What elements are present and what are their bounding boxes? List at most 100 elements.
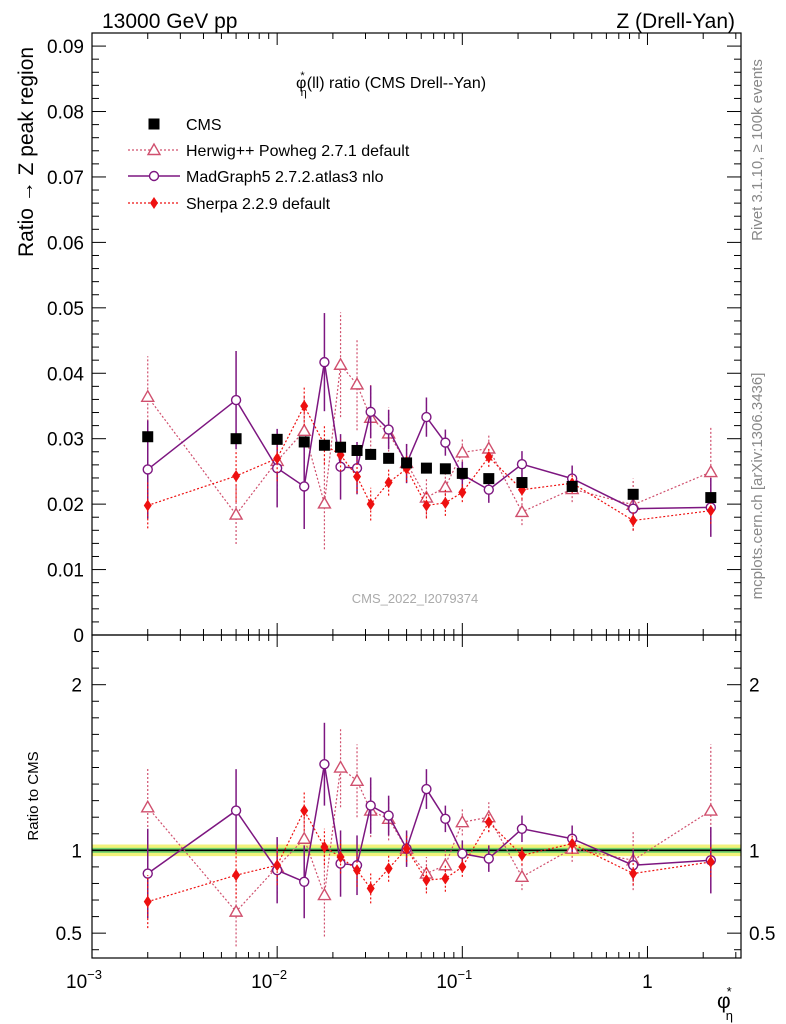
x-tick-label-exponent: −2 — [272, 967, 287, 982]
main-point-sherpa — [458, 486, 467, 499]
main-point-sherpa — [629, 514, 638, 527]
main-point-sherpa — [366, 498, 375, 511]
x-tick-label-base: 1 — [642, 972, 653, 993]
ratio-point-sherpa — [353, 864, 362, 877]
main-point-sherpa — [484, 451, 493, 464]
legend-marker-sherpa — [150, 197, 158, 209]
main-y-tick-label: 0.08 — [47, 103, 84, 124]
main-point-cms — [365, 448, 377, 460]
main-point-cms — [351, 444, 363, 456]
ratio-y-axis-label: Ratio to CMS — [25, 751, 42, 840]
rivet-version-label: Rivet 3.1.10, ≥ 100k events — [749, 59, 766, 241]
ratio-point-madgraph5 — [299, 876, 310, 888]
ratio-frame — [91, 634, 742, 959]
analysis-watermark: CMS_2022_I2079374 — [352, 591, 479, 606]
main-y-tick-label: 0.04 — [47, 364, 84, 385]
main-point-cms — [383, 452, 395, 464]
ratio-y-tick-label: 2 — [71, 676, 82, 697]
legend-label-cms: CMS — [186, 117, 222, 134]
ratio-axes: 0.5 0.51 12 210−3 10−2 10−1 1 — [56, 634, 775, 993]
main-y-tick-label: 0.09 — [47, 37, 84, 58]
main-panel: CMS_2022_I2079374 φ* η(ll) ratio (CMS Dre… — [47, 32, 742, 647]
ratio-point-sherpa — [484, 816, 493, 829]
main-point-herwig — [349, 376, 365, 390]
ratio-point-herwig — [438, 857, 453, 871]
x-tick-label: 10−3 — [66, 967, 102, 993]
legend-label-herwig: Herwig++ Powheg 2.7.1 default — [186, 143, 410, 160]
legend-marker-herwig — [146, 142, 162, 156]
main-point-cms — [230, 433, 242, 445]
ratio-point-herwig — [455, 814, 470, 828]
main-y-tick-label: 0.05 — [47, 299, 84, 320]
ratio-point-sherpa — [273, 859, 282, 872]
main-y-axis-label: Ratio → Z peak region — [15, 47, 38, 257]
main-point-herwig — [140, 389, 155, 403]
ratio-point-madgraph5 — [421, 783, 432, 795]
main-axes: 0 0.01 0.02 0.03 0.04 0.05 0.06 0.07 0.08 0.09 — [47, 32, 742, 647]
main-y-tick-label: 0.07 — [47, 168, 84, 189]
legend-marker-madgraph5 — [148, 170, 160, 182]
title-phi: φ — [296, 75, 306, 92]
ratio-point-madgraph5 — [383, 810, 394, 821]
ratio-point-sherpa — [517, 849, 526, 862]
main-point-cms — [483, 473, 495, 485]
title-rest: (ll) ratio (CMS Drell--Yan) — [307, 75, 486, 92]
ratio-y-tick-label: 1 — [71, 841, 82, 862]
main-point-herwig — [703, 464, 719, 478]
legend-label-sherpa: Sherpa 2.2.9 default — [186, 196, 331, 213]
main-point-herwig — [333, 357, 348, 370]
main-point-sherpa — [706, 504, 715, 517]
legend-entry-madgraph5: MadGraph5 2.7.2.atlas3 nlo — [128, 169, 384, 186]
main-point-herwig — [297, 423, 312, 437]
legend: CMS Herwig++ Powheg 2.7.1 default MadGraph… — [128, 117, 410, 213]
ratio-point-herwig — [228, 904, 244, 917]
main-point-cms — [271, 433, 283, 445]
ratio-point-sherpa — [232, 869, 241, 882]
main-y-tick-label: 0 — [73, 626, 84, 647]
xlabel-subscript: η — [726, 1008, 733, 1023]
ratio-y-tick-label-right: 0.5 — [749, 924, 775, 945]
ratio-point-madgraph5 — [142, 868, 153, 879]
x-tick-label-base: 10 — [436, 972, 457, 993]
main-plot-title: φ* η(ll) ratio (CMS Drell--Yan) — [296, 70, 486, 99]
main-point-sherpa — [143, 499, 152, 512]
x-tick-label-exponent: −3 — [87, 967, 102, 982]
main-point-cms — [516, 477, 528, 489]
ratio-y-tick-label-right: 1 — [749, 841, 760, 862]
main-point-madgraph5 — [383, 424, 394, 435]
main-point-cms — [335, 441, 347, 453]
main-point-cms — [142, 431, 154, 443]
main-point-madgraph5 — [230, 394, 242, 406]
main-point-cms — [456, 467, 468, 479]
ratio-series-sherpa — [143, 790, 715, 929]
main-point-sherpa — [441, 496, 450, 509]
main-point-cms — [566, 480, 578, 492]
ratio-point-madgraph5 — [516, 823, 528, 834]
main-point-cms — [420, 462, 432, 474]
ratio-point-herwig — [317, 887, 332, 901]
main-point-cms — [705, 492, 717, 504]
ratio-point-sherpa — [366, 882, 375, 895]
ratio-point-madgraph5 — [440, 813, 451, 825]
ratio-series-herwig — [140, 727, 719, 947]
main-point-cms — [298, 436, 310, 448]
header-process-label: Z (Drell-Yan) — [616, 10, 735, 33]
main-point-madgraph5 — [319, 356, 330, 368]
main-point-herwig — [455, 445, 470, 458]
xlabel-phi: φ — [717, 990, 731, 1013]
ratio-point-sherpa — [320, 841, 329, 854]
ratio-point-herwig — [349, 773, 365, 786]
main-point-sherpa — [353, 470, 362, 483]
legend-entry-cms: CMS — [148, 117, 222, 134]
ratio-point-herwig — [140, 799, 155, 813]
ratio-point-sherpa — [402, 842, 411, 855]
ratio-point-sherpa — [706, 855, 715, 868]
legend-entry-herwig: Herwig++ Powheg 2.7.1 default — [128, 142, 410, 160]
x-tick-label: 10−1 — [436, 967, 472, 993]
x-tick-label-exponent: −1 — [457, 967, 472, 982]
legend-entry-sherpa: Sherpa 2.2.9 default — [128, 196, 331, 213]
ratio-point-sherpa — [568, 837, 577, 850]
ratio-point-herwig — [333, 760, 348, 773]
main-point-herwig — [317, 496, 332, 509]
